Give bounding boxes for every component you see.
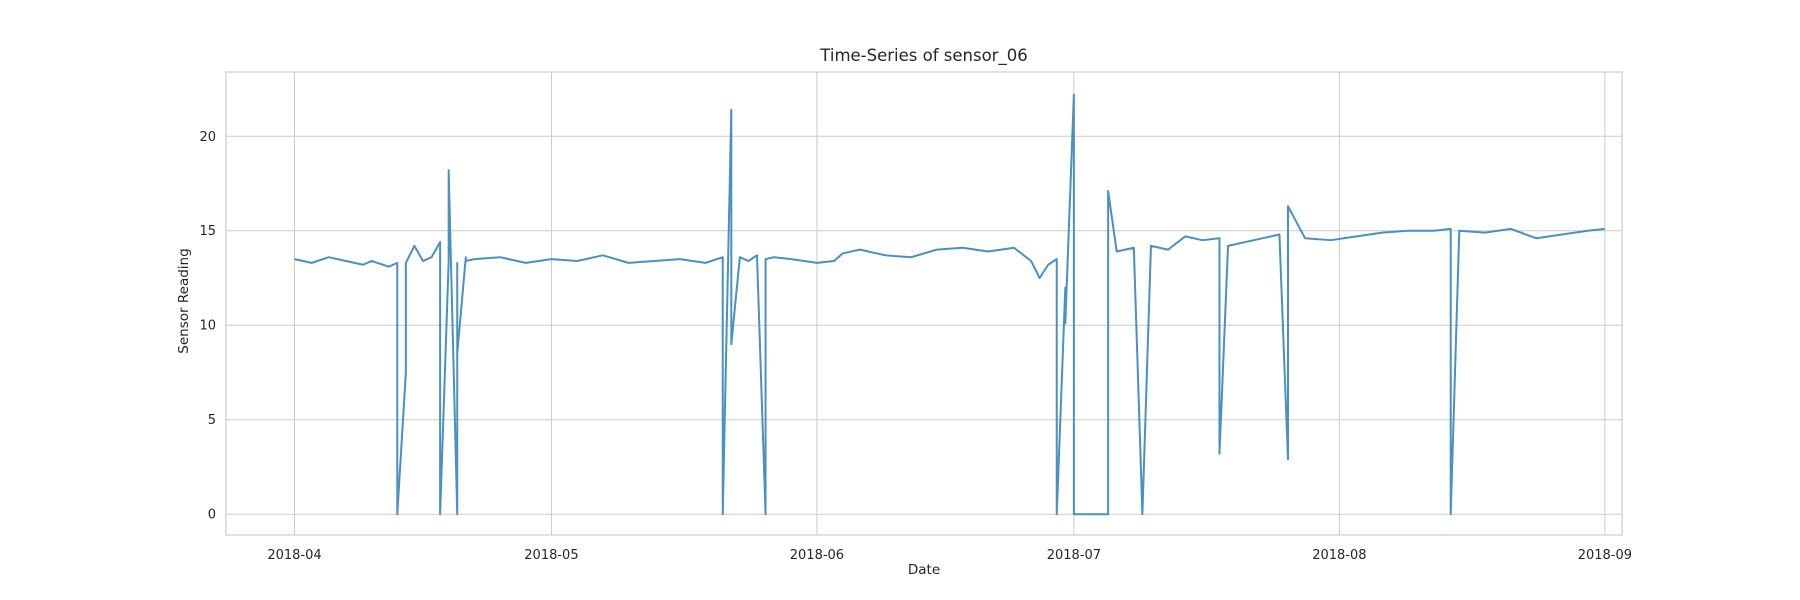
y-tick-label: 10 xyxy=(199,319,216,334)
y-tick-label: 15 xyxy=(199,224,216,239)
x-axis-label: Date xyxy=(907,562,941,578)
y-tick-label: 20 xyxy=(199,130,216,145)
x-tick-label: 2018-06 xyxy=(790,548,844,563)
x-tick-label: 2018-09 xyxy=(1578,548,1632,563)
x-tick-label: 2018-04 xyxy=(267,548,321,563)
y-tick-label: 0 xyxy=(208,508,216,523)
x-tick-label: 2018-07 xyxy=(1047,548,1101,563)
y-tick-label: 5 xyxy=(208,413,216,428)
x-tick-label: 2018-08 xyxy=(1312,548,1366,563)
x-tick-label: 2018-05 xyxy=(524,548,578,563)
chart-title: Time-Series of sensor_06 xyxy=(820,46,1028,65)
series-line xyxy=(294,93,1605,516)
plot-frame xyxy=(225,71,1623,536)
